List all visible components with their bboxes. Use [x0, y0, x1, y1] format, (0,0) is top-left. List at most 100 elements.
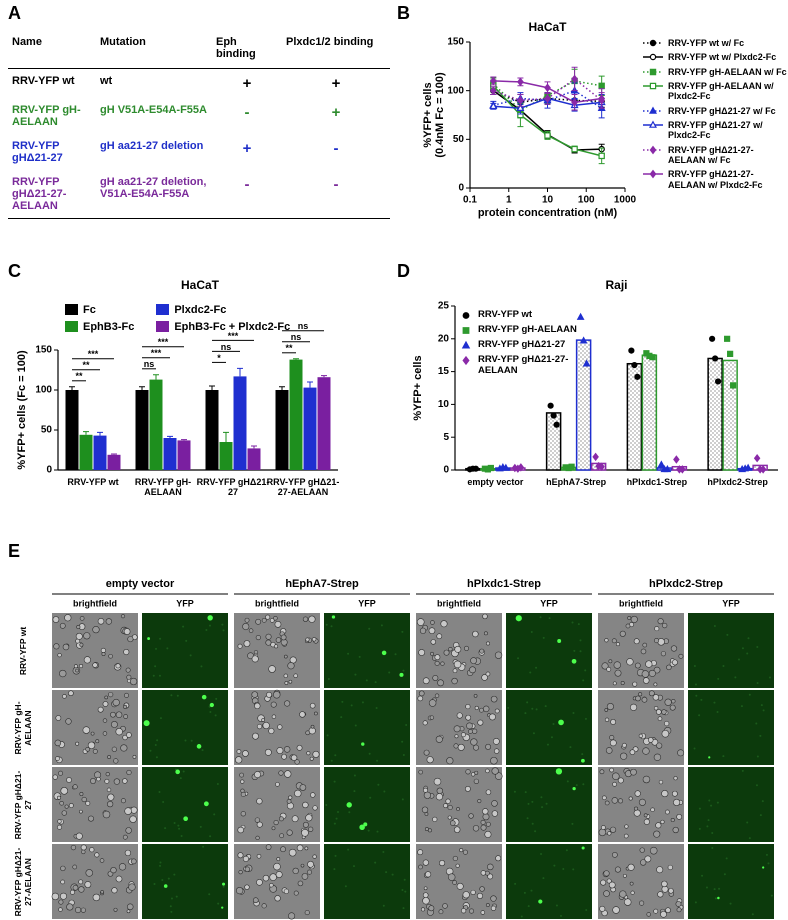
cell	[106, 787, 112, 793]
micrograph	[324, 690, 410, 765]
cell	[660, 910, 667, 918]
noise	[530, 630, 533, 633]
table-cell: -	[282, 170, 390, 219]
cell	[599, 769, 605, 775]
y-tick-label: 0	[46, 465, 52, 476]
x-tick-label: RRV-YFP gH-AELAAN	[134, 477, 192, 498]
cell	[118, 863, 127, 871]
fluorescent-cell	[708, 756, 711, 759]
cell	[465, 786, 471, 792]
marker	[517, 77, 524, 87]
noise	[700, 698, 703, 701]
marker	[649, 39, 657, 47]
cell	[308, 615, 316, 623]
cell	[490, 695, 498, 703]
cell	[485, 821, 491, 827]
error-bar	[181, 439, 187, 441]
noise	[368, 627, 371, 630]
noise	[215, 697, 218, 700]
bar	[641, 354, 658, 471]
cell	[468, 813, 474, 819]
cell	[53, 643, 60, 650]
cell	[652, 694, 660, 701]
noise	[333, 780, 336, 783]
legend-entry: RRV-YFP wt	[460, 309, 578, 321]
fluorescent-cell	[201, 694, 207, 700]
cell	[308, 826, 314, 832]
cell	[85, 746, 91, 752]
noise	[756, 682, 759, 685]
fluorescent-cell	[558, 719, 564, 726]
cell	[120, 614, 126, 619]
noise	[177, 824, 180, 827]
panel-label: C	[8, 261, 21, 281]
legend-swatch	[643, 106, 663, 114]
cell	[123, 628, 131, 635]
micrograph-bg	[324, 844, 410, 919]
x-tick-label: 1	[506, 195, 512, 206]
noise	[741, 647, 744, 650]
error-bar	[83, 431, 89, 435]
table-header-cell: Mutation	[96, 30, 212, 69]
cell	[283, 888, 289, 894]
cell	[461, 908, 467, 914]
legend-entry: RRV-YFP gHΔ21-27-AELAAN	[460, 354, 578, 377]
cell	[452, 855, 458, 862]
cell	[641, 696, 648, 703]
noise	[565, 849, 568, 852]
noise	[344, 885, 347, 888]
noise	[217, 902, 220, 905]
cell	[422, 677, 430, 685]
cell	[638, 733, 643, 738]
y-axis-label: %YFP+ cells	[412, 355, 424, 420]
cell	[126, 674, 132, 680]
noise	[526, 817, 529, 820]
cell	[288, 679, 293, 684]
cell	[490, 905, 497, 911]
noise	[747, 637, 750, 640]
noise	[535, 708, 538, 711]
cell	[420, 907, 426, 912]
cell	[603, 890, 610, 897]
noise	[335, 817, 338, 820]
cell	[102, 701, 109, 707]
cell	[479, 648, 485, 654]
noise	[713, 624, 716, 627]
cell	[453, 660, 462, 669]
table-cell: -	[333, 140, 339, 157]
cell	[608, 881, 616, 889]
error-bar	[223, 431, 229, 442]
cell	[125, 667, 131, 673]
noise	[560, 914, 563, 917]
cell	[130, 858, 137, 865]
fluorescent-cell	[209, 702, 214, 708]
noise	[566, 780, 569, 783]
significance-label: *	[217, 353, 221, 363]
cell	[235, 756, 243, 764]
noise	[718, 887, 721, 890]
cell	[495, 855, 502, 862]
cell	[619, 890, 627, 898]
x-tick-label: hEphA7-Strep	[546, 477, 607, 487]
cell	[494, 708, 500, 714]
cell	[261, 903, 267, 909]
cell	[256, 723, 263, 730]
noise	[365, 679, 368, 682]
cell	[462, 891, 470, 899]
cell	[667, 864, 673, 871]
cell	[610, 719, 617, 725]
cell	[312, 854, 317, 859]
legend-entry: RRV-YFP gH-AELAAN	[460, 324, 578, 336]
table-cell: +	[242, 75, 252, 92]
bar	[205, 390, 219, 470]
table-cell: -	[212, 170, 282, 219]
cell	[617, 777, 624, 784]
noise	[405, 723, 408, 726]
fluorescent-cell	[175, 769, 180, 775]
micrograph	[506, 844, 592, 919]
noise	[569, 746, 572, 749]
cell	[64, 804, 69, 809]
noise	[159, 717, 162, 720]
cell	[477, 798, 482, 804]
